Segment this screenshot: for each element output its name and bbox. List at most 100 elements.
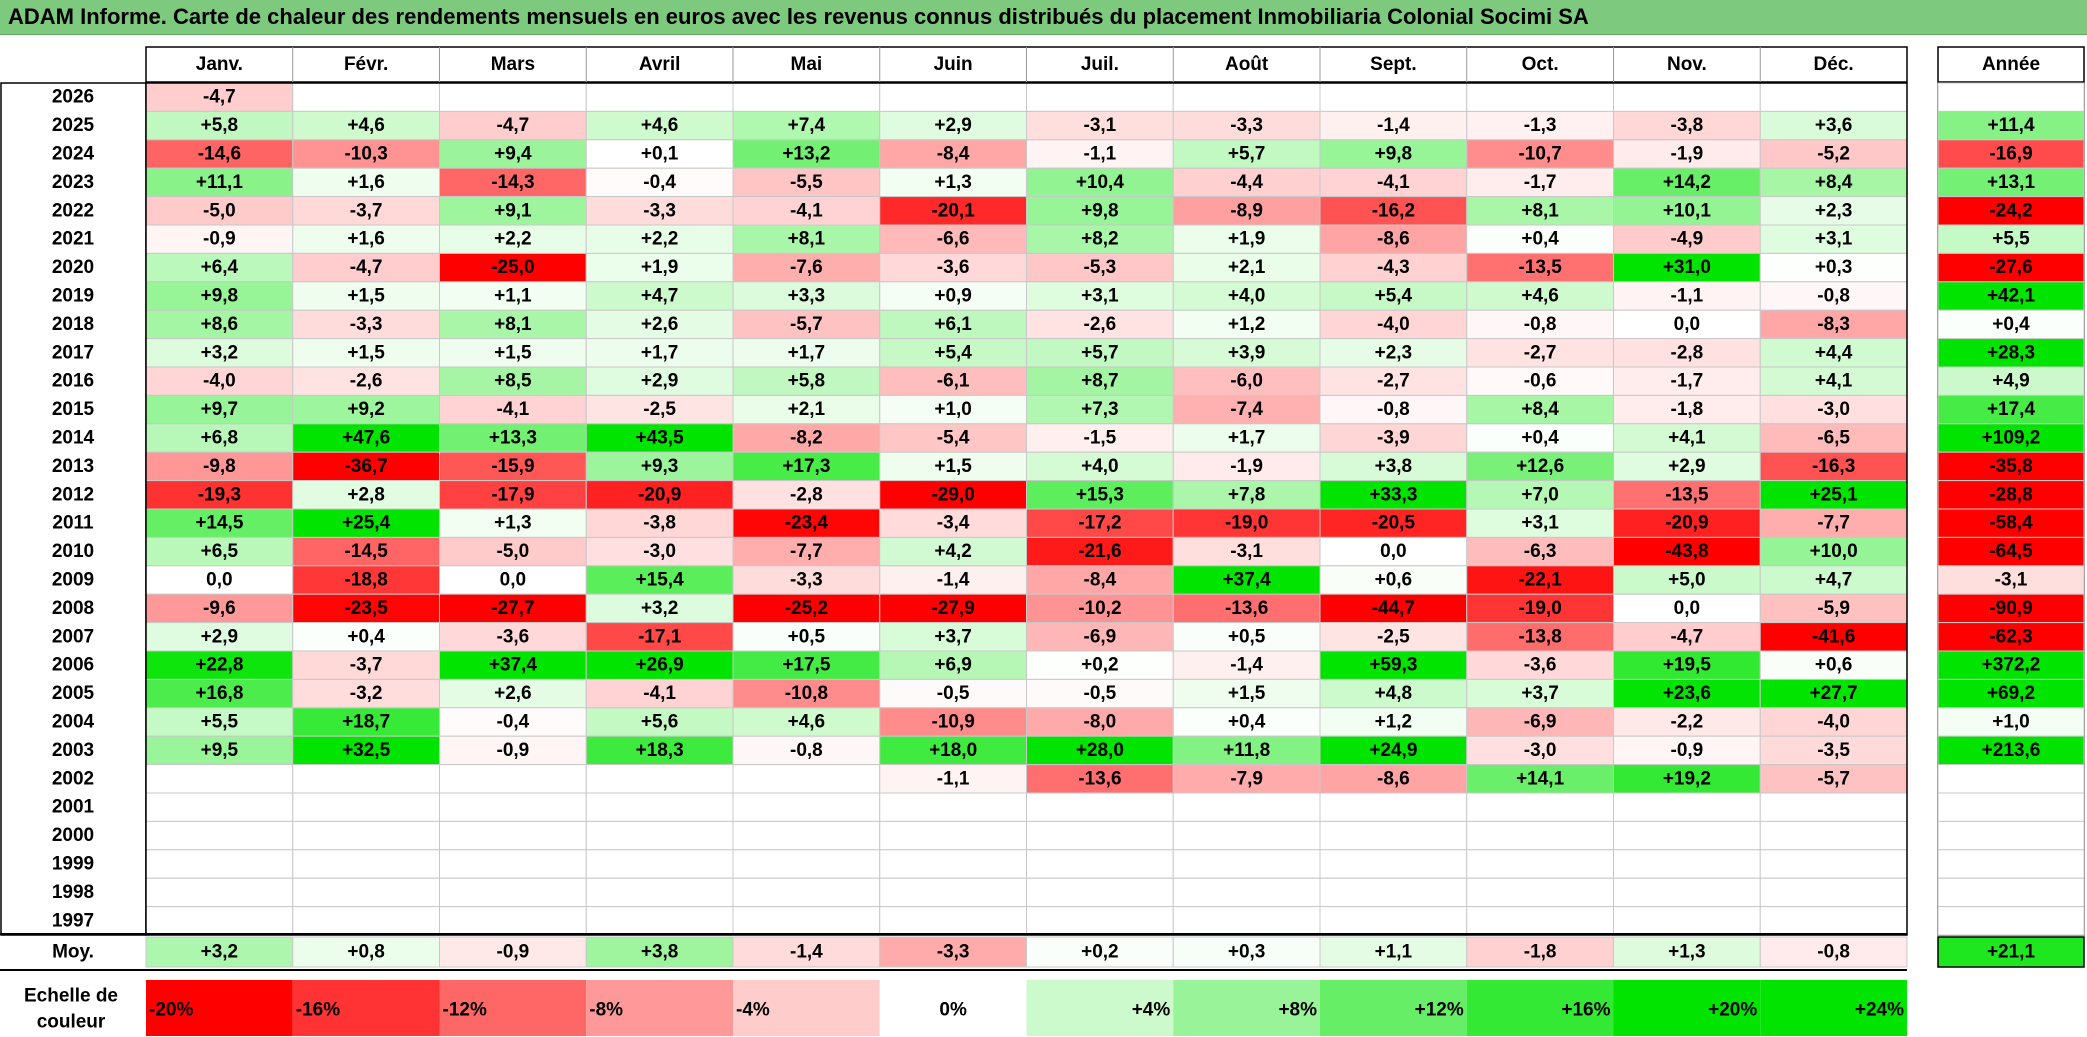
heat-cell [1172, 167, 1321, 198]
year-label-column [0, 82, 147, 936]
heat-cell [1613, 196, 1761, 226]
heat-cell [879, 707, 1027, 737]
cell-value: -13,6 [1225, 598, 1268, 619]
cell-value: -5,7 [1817, 768, 1850, 789]
heat-cell [732, 82, 881, 112]
heat-cell [732, 110, 881, 141]
heat-cell [1759, 792, 1908, 822]
cell-value: -15,9 [491, 456, 534, 477]
heat-cell [439, 82, 587, 112]
cell-value: +6,8 [201, 428, 239, 449]
heat-cell [732, 593, 881, 624]
cell-value: +4,0 [1081, 456, 1119, 477]
annual-cell [1937, 480, 2085, 510]
heat-cell [879, 593, 1027, 624]
cell-value: +18,3 [636, 740, 684, 761]
heat-cell [1026, 82, 1174, 112]
heat-cell [1172, 423, 1321, 453]
scale-step-label: -20% [149, 1000, 193, 1021]
average-value: +0,8 [347, 942, 385, 963]
annual-value: +69,2 [1987, 683, 2035, 704]
heat-cell [145, 906, 294, 936]
cell-value: +14,1 [1516, 768, 1565, 789]
heat-cell [732, 196, 881, 226]
average-cell [1466, 936, 1614, 968]
cell-value: +3,1 [1081, 286, 1119, 307]
heat-cell [145, 877, 294, 908]
heat-cell [145, 735, 294, 766]
year-label-2003: 2003 [52, 740, 94, 761]
cell-value: +14,5 [195, 513, 244, 534]
month-header-6: Juin [934, 54, 973, 75]
cell-value: +1,1 [494, 286, 532, 307]
year-label-2012: 2012 [52, 484, 94, 505]
cell-value: -0,8 [1817, 286, 1850, 307]
cell-value: +23,6 [1663, 683, 1711, 704]
heat-cell [585, 423, 734, 453]
heat-cell [732, 423, 881, 453]
cell-value: +0,4 [347, 626, 385, 647]
heat-cell [439, 252, 587, 283]
cell-value: -17,1 [638, 626, 682, 647]
heat-cell [1172, 735, 1321, 766]
heat-cell [1026, 110, 1174, 141]
heat-cell [145, 252, 294, 283]
scale-swatch [586, 980, 733, 1036]
cell-value: +3,2 [641, 598, 679, 619]
cell-value: +15,4 [636, 570, 685, 591]
cell-value: +2,3 [1375, 342, 1413, 363]
cell-value: -21,6 [1078, 541, 1121, 562]
annual-value: +213,6 [1982, 740, 2041, 761]
heat-cell [1319, 877, 1468, 908]
heat-cell [1026, 196, 1174, 226]
cell-value: -4,0 [203, 371, 236, 392]
heat-cell [1613, 565, 1761, 595]
cell-value: +8,1 [1521, 200, 1559, 221]
year-label-2007: 2007 [52, 626, 94, 647]
year-label-2015: 2015 [52, 399, 95, 420]
heat-cell [292, 309, 440, 340]
heat-cell [1466, 423, 1614, 453]
cell-value: +3,8 [1375, 456, 1413, 477]
cell-value: -13,5 [1518, 257, 1562, 278]
year-label-1998: 1998 [52, 882, 94, 903]
cell-value: -2,5 [1377, 626, 1410, 647]
annual-cell [1937, 167, 2085, 198]
average-cell [439, 936, 587, 968]
cell-value: +4,6 [788, 712, 826, 733]
cell-value: +4,8 [1375, 683, 1413, 704]
annual-cell [1937, 735, 2085, 766]
cell-value: -4,7 [350, 257, 383, 278]
heat-cell [292, 536, 440, 567]
cell-value: -6,0 [1230, 371, 1263, 392]
month-header-12: Déc. [1814, 54, 1854, 75]
heat-cell [1613, 820, 1761, 851]
cell-value: -7,6 [790, 257, 823, 278]
heat-cell [292, 707, 440, 737]
cell-value: -36,7 [344, 456, 387, 477]
heat-cell [145, 366, 294, 396]
heat-cell [1026, 650, 1174, 680]
heat-cell [879, 820, 1027, 851]
cell-value: +13,3 [489, 428, 537, 449]
annual-cell [1937, 508, 2085, 538]
cell-value: -13,6 [1078, 768, 1121, 789]
scale-step-label: +16% [1561, 1000, 1610, 1021]
cell-value: -6,9 [1524, 712, 1557, 733]
heat-cell [145, 139, 294, 169]
heat-cell [1759, 877, 1908, 908]
heat-cell [1466, 281, 1614, 311]
heat-cell [439, 196, 587, 226]
cell-value: -4,0 [1817, 712, 1850, 733]
heat-cell [879, 394, 1027, 425]
cell-value: -25,2 [785, 598, 828, 619]
scale-swatch [439, 980, 587, 1036]
heat-cell [1026, 877, 1174, 908]
cell-value: -16,2 [1372, 200, 1415, 221]
cell-value: +26,9 [636, 655, 684, 676]
cell-value: -4,1 [1377, 172, 1410, 193]
cell-value: -27,7 [491, 598, 534, 619]
cell-value: -43,8 [1665, 541, 1708, 562]
cell-value: +1,6 [347, 172, 385, 193]
heat-cell [732, 338, 881, 368]
